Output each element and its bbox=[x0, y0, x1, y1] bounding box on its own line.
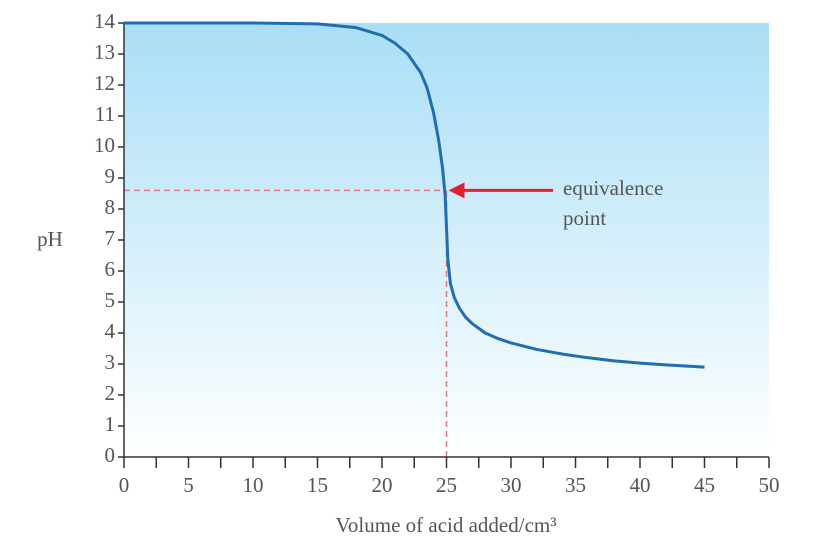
y-tick-label: 5 bbox=[105, 288, 116, 312]
titration-curve bbox=[124, 21, 705, 369]
annotation-text: point bbox=[563, 206, 606, 230]
y-tick-label: 8 bbox=[105, 195, 116, 219]
y-tick-label: 12 bbox=[94, 71, 115, 95]
y-tick-label: 6 bbox=[105, 257, 116, 281]
x-tick-label: 5 bbox=[183, 473, 194, 497]
x-tick-label: 0 bbox=[119, 473, 130, 497]
x-tick-label: 50 bbox=[759, 473, 780, 497]
x-tick-label: 45 bbox=[694, 473, 715, 497]
y-tick-label: 3 bbox=[105, 350, 116, 374]
y-tick-label: 13 bbox=[94, 40, 115, 64]
y-tick-label: 0 bbox=[105, 443, 116, 467]
x-tick-label: 35 bbox=[565, 473, 586, 497]
y-tick-label: 1 bbox=[105, 412, 116, 436]
x-tick-label: 20 bbox=[372, 473, 393, 497]
y-tick-label: 14 bbox=[94, 9, 116, 33]
annotation-arrowhead bbox=[448, 182, 465, 199]
y-tick-label: 10 bbox=[94, 133, 115, 157]
y-axis-label: pH bbox=[37, 227, 63, 251]
y-tick-label: 2 bbox=[105, 381, 116, 405]
annotation-text: equivalence bbox=[563, 176, 663, 200]
y-tick-label: 4 bbox=[105, 319, 116, 343]
x-tick-label: 30 bbox=[501, 473, 522, 497]
x-tick-label: 25 bbox=[436, 473, 457, 497]
x-tick-label: 15 bbox=[307, 473, 328, 497]
y-tick-label: 9 bbox=[105, 164, 116, 188]
y-tick-label: 7 bbox=[105, 226, 116, 250]
x-tick-label: 10 bbox=[243, 473, 264, 497]
x-axis-label: Volume of acid added/cm³ bbox=[335, 513, 556, 537]
y-tick-label: 11 bbox=[95, 102, 115, 126]
x-tick-label: 40 bbox=[630, 473, 651, 497]
